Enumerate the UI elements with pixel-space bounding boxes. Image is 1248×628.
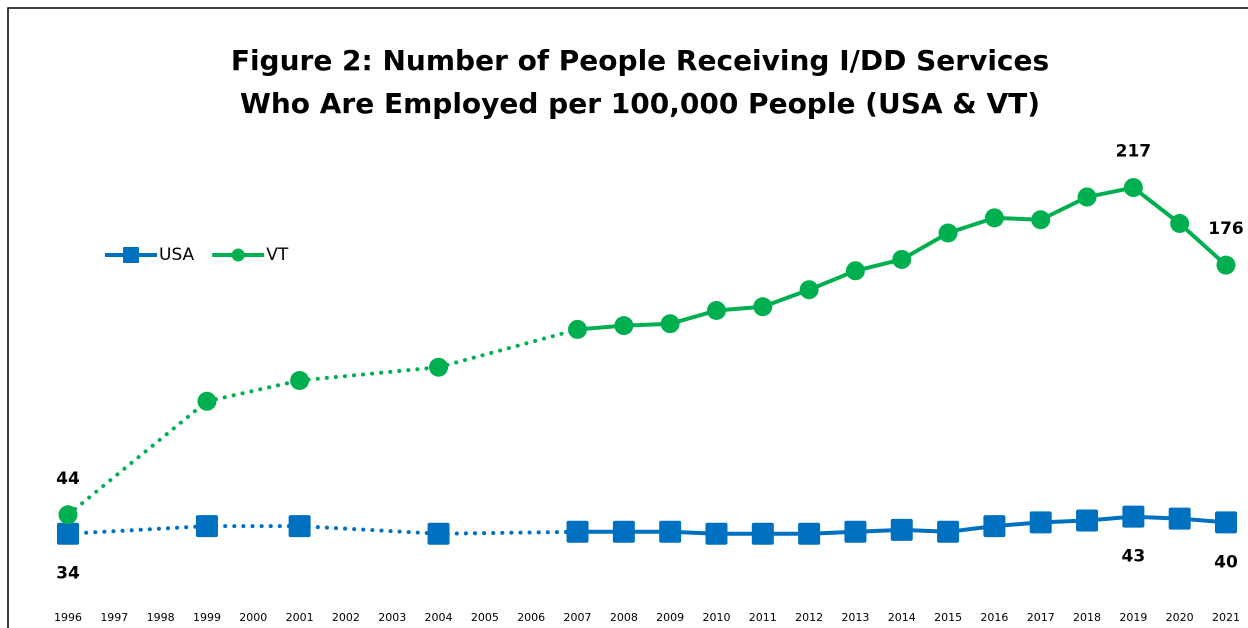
gap-connector <box>297 365 441 383</box>
x-tick-label: 2005 <box>471 611 499 624</box>
marker <box>1216 255 1236 275</box>
x-tick-label: 2000 <box>239 611 267 624</box>
marker <box>429 357 449 377</box>
marker <box>568 319 588 339</box>
marker <box>427 522 450 545</box>
gap-connector <box>204 378 302 404</box>
data-label: 217 <box>1116 142 1152 162</box>
legend-marker <box>231 248 245 262</box>
marker <box>798 522 821 545</box>
legend-marker <box>123 247 139 263</box>
marker <box>614 316 634 336</box>
marker <box>1122 505 1145 528</box>
data-label: 40 <box>1214 552 1238 572</box>
x-tick-label: 2014 <box>888 611 916 624</box>
marker <box>290 371 310 390</box>
x-tick-label: 2007 <box>564 611 592 624</box>
x-tick-label: 2001 <box>286 611 314 624</box>
gap-connector <box>66 399 209 517</box>
marker <box>612 520 635 543</box>
marker <box>892 249 912 269</box>
data-label: 43 <box>1122 547 1146 567</box>
legend-label: VT <box>266 245 289 265</box>
gap-connector <box>66 524 209 536</box>
x-tick-label: 2011 <box>749 611 777 624</box>
marker <box>937 520 960 543</box>
x-tick-label: 2015 <box>934 611 962 624</box>
marker <box>1168 507 1191 530</box>
marker <box>566 520 589 543</box>
marker <box>1215 511 1237 534</box>
marker <box>705 522 728 545</box>
gap-connector <box>436 529 580 536</box>
marker <box>1076 509 1099 532</box>
chart-title: Who Are Employed per 100,000 People (USA… <box>240 87 1040 120</box>
marker <box>844 520 867 543</box>
marker <box>706 301 726 321</box>
x-tick-label: 2021 <box>1212 611 1240 624</box>
marker <box>799 280 819 300</box>
x-tick-label: 2010 <box>702 611 730 624</box>
marker <box>845 261 865 281</box>
marker <box>890 518 913 541</box>
marker <box>983 515 1006 538</box>
x-tick-label: 1997 <box>100 611 128 624</box>
data-label: 34 <box>56 564 80 584</box>
x-tick-label: 2004 <box>425 611 453 624</box>
marker <box>1123 178 1143 198</box>
x-tick-label: 2012 <box>795 611 823 624</box>
marker <box>753 297 773 317</box>
marker <box>938 223 958 243</box>
marker <box>751 522 774 545</box>
gap-connector <box>436 327 580 370</box>
marker <box>288 515 311 538</box>
x-tick-label: 2009 <box>656 611 684 624</box>
x-tick-label: 2018 <box>1073 611 1101 624</box>
chart-frame <box>7 7 1248 628</box>
marker <box>58 505 78 525</box>
marker <box>984 208 1004 228</box>
x-tick-label: 2013 <box>841 611 869 624</box>
x-tick-label: 2006 <box>517 611 545 624</box>
marker <box>659 520 682 543</box>
x-tick-label: 2016 <box>980 611 1008 624</box>
x-tick-label: 2002 <box>332 611 360 624</box>
marker <box>1170 214 1190 234</box>
legend-label: USA <box>159 245 195 265</box>
marker <box>195 515 218 538</box>
marker <box>660 314 680 334</box>
marker <box>1029 511 1052 534</box>
x-tick-label: 2020 <box>1166 611 1194 624</box>
x-tick-label: 2017 <box>1027 611 1055 624</box>
x-tick-label: 1996 <box>54 611 82 624</box>
chart-title: Figure 2: Number of People Receiving I/D… <box>231 44 1049 77</box>
data-label: 44 <box>56 469 80 489</box>
x-tick-label: 2008 <box>610 611 638 624</box>
gap-connector <box>297 524 441 536</box>
data-label: 176 <box>1208 219 1244 239</box>
x-tick-label: 2003 <box>378 611 406 624</box>
marker <box>1077 187 1097 207</box>
marker <box>197 391 217 411</box>
x-tick-label: 1998 <box>147 611 175 624</box>
x-tick-label: 2019 <box>1119 611 1147 624</box>
marker <box>57 522 79 545</box>
x-tick-label: 1999 <box>193 611 221 624</box>
marker <box>1031 210 1051 230</box>
